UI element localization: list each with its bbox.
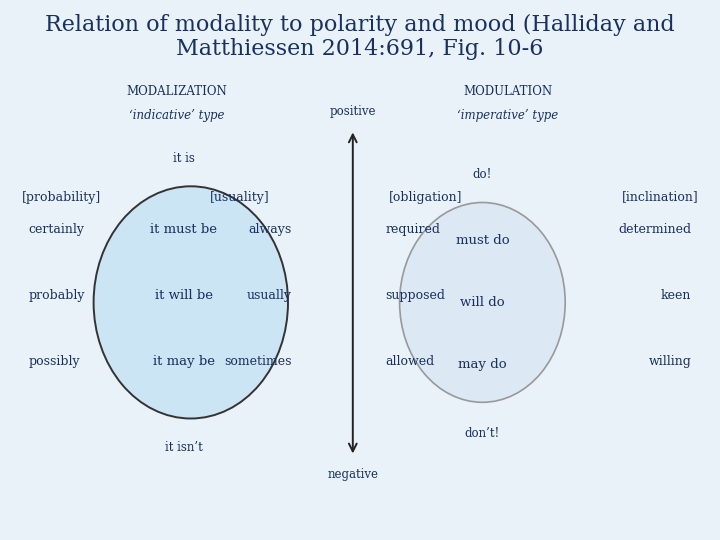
Text: ‘imperative’ type: ‘imperative’ type — [457, 109, 558, 122]
Ellipse shape — [94, 186, 288, 418]
Text: it will be: it will be — [155, 289, 212, 302]
Text: will do: will do — [460, 296, 505, 309]
Text: determined: determined — [618, 223, 691, 236]
Text: probably: probably — [29, 289, 85, 302]
Text: sometimes: sometimes — [224, 355, 292, 368]
Text: always: always — [248, 223, 292, 236]
Text: must do: must do — [456, 234, 509, 247]
Text: positive: positive — [330, 105, 376, 118]
Text: it isn’t: it isn’t — [165, 441, 202, 454]
Text: it must be: it must be — [150, 223, 217, 236]
Text: [obligation]: [obligation] — [389, 191, 462, 204]
Text: [inclination]: [inclination] — [621, 191, 698, 204]
Text: [usuality]: [usuality] — [210, 191, 270, 204]
Text: possibly: possibly — [29, 355, 81, 368]
Text: Relation of modality to polarity and mood (Halliday and: Relation of modality to polarity and moo… — [45, 14, 675, 36]
Text: supposed: supposed — [385, 289, 445, 302]
Text: may do: may do — [458, 358, 507, 371]
Text: willing: willing — [648, 355, 691, 368]
Text: MODULATION: MODULATION — [463, 85, 552, 98]
Text: don’t!: don’t! — [465, 427, 500, 440]
Text: keen: keen — [661, 289, 691, 302]
Text: ‘indicative’ type: ‘indicative’ type — [129, 109, 224, 122]
Text: it is: it is — [173, 152, 194, 165]
Text: usually: usually — [246, 289, 292, 302]
Text: do!: do! — [473, 168, 492, 181]
Text: required: required — [385, 223, 440, 236]
Text: certainly: certainly — [29, 223, 85, 236]
Text: allowed: allowed — [385, 355, 434, 368]
Ellipse shape — [400, 202, 565, 402]
Text: Matthiessen 2014:691, Fig. 10-6: Matthiessen 2014:691, Fig. 10-6 — [176, 38, 544, 60]
Text: negative: negative — [328, 468, 378, 481]
Text: it may be: it may be — [153, 355, 215, 368]
Text: MODALIZATION: MODALIZATION — [126, 85, 227, 98]
Text: [probability]: [probability] — [22, 191, 101, 204]
